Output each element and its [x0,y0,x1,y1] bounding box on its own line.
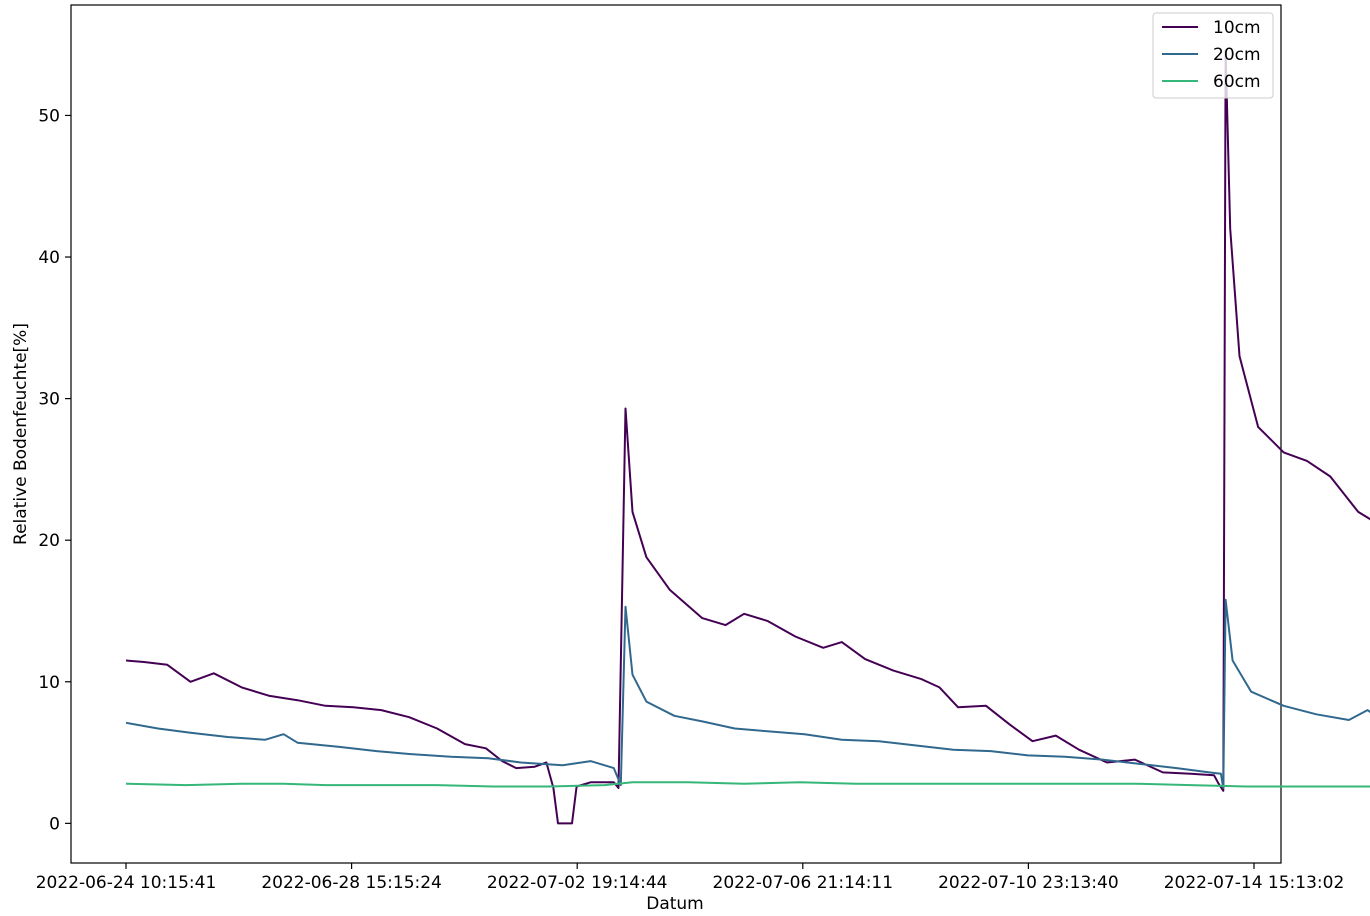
y-axis-label: Relative Bodenfeuchte[%] [11,323,31,545]
y-tick-label: 10 [38,673,60,693]
y-tick-label: 30 [38,390,60,410]
x-axis-label: Datum [646,894,704,914]
legend-label-20cm: 20cm [1213,45,1261,65]
y-axis-ticks: 0 10 20 30 40 50 [38,106,71,834]
legend-label-60cm: 60cm [1213,72,1261,92]
x-tick-label: 2022-06-28 15:15:24 [261,873,442,893]
series-line-20cm [125,598,1370,789]
y-tick-label: 20 [38,531,60,551]
series-layer [125,49,1370,825]
x-axis-ticks: 2022-06-24 10:15:41 2022-06-28 15:15:24 20… [36,863,1345,893]
y-tick-label: 50 [38,106,60,126]
x-tick-label: 2022-06-24 10:15:41 [36,873,217,893]
series-line-10cm [125,49,1370,825]
legend-label-10cm: 10cm [1213,18,1261,38]
x-tick-label: 2022-07-14 15:13:02 [1164,873,1345,893]
plot-area-frame [70,4,1282,864]
x-tick-label: 2022-07-02 19:14:44 [487,873,668,893]
legend-box [1152,12,1274,99]
x-tick-label: 2022-07-06 21:14:11 [713,873,894,893]
legend: 10cm 20cm 60cm [1152,12,1274,99]
y-tick-label: 0 [49,814,60,834]
y-tick-label: 40 [38,248,60,268]
x-tick-label: 2022-07-10 23:13:40 [938,873,1119,893]
series-line-60cm [125,781,1370,788]
